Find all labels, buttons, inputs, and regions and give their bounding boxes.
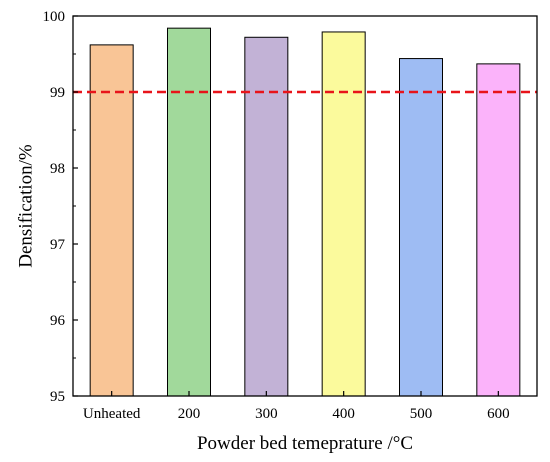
bar-500 bbox=[399, 58, 443, 397]
bar-400 bbox=[321, 31, 366, 397]
y-tick-label: 97 bbox=[50, 237, 66, 253]
y-tick-label: 99 bbox=[50, 85, 65, 101]
bar-600 bbox=[476, 63, 521, 397]
x-tick-label: 600 bbox=[487, 406, 510, 422]
x-axis-ticks: Unheated 200 300 400 500 600 bbox=[83, 391, 510, 422]
y-tick-label: 100 bbox=[43, 9, 66, 25]
x-tick-label: 300 bbox=[255, 406, 278, 422]
bar-unheated bbox=[89, 44, 134, 397]
y-tick-label: 98 bbox=[50, 161, 65, 177]
x-axis-title: Powder bed temeprature /°C bbox=[197, 433, 413, 454]
y-tick-label: 96 bbox=[50, 313, 66, 329]
x-tick-label: 200 bbox=[178, 406, 201, 422]
x-tick-label: 400 bbox=[332, 406, 355, 422]
bars-layer bbox=[89, 27, 521, 397]
x-tick-label: Unheated bbox=[83, 406, 141, 422]
x-tick-label: 500 bbox=[410, 406, 433, 422]
y-tick-label: 95 bbox=[50, 389, 65, 405]
y-axis-ticks: 95 96 97 98 99 100 bbox=[43, 9, 78, 405]
plot-frame bbox=[72, 15, 538, 397]
bar-200 bbox=[167, 27, 211, 397]
bar-300 bbox=[244, 36, 289, 397]
y-axis-title: Densification/% bbox=[15, 144, 36, 268]
